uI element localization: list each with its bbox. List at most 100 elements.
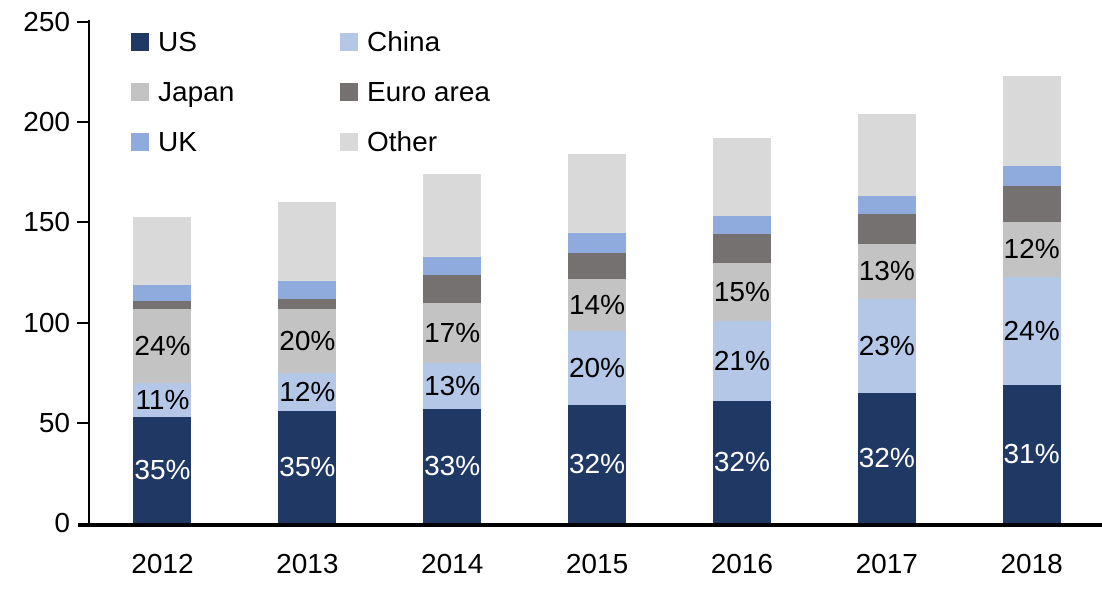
bar-label-japan: 15%: [713, 275, 770, 307]
y-axis-tick: [77, 221, 89, 224]
bar-segment-us: 35%: [278, 410, 337, 523]
y-axis-tick: [77, 321, 89, 324]
bar-segment-euro-area: [133, 300, 192, 309]
legend-swatch-euro-area: [340, 83, 358, 101]
bar-slot-2014: 33% 13% 17%: [380, 174, 525, 523]
y-axis-line: [88, 20, 90, 527]
x-axis-label: 2014: [421, 548, 484, 579]
legend: US China Japan Euro area UK Other: [131, 17, 490, 167]
y-axis-label: 150: [23, 206, 70, 238]
bar-segment-uk: [712, 216, 771, 235]
bar-label-china: 11%: [135, 383, 190, 415]
legend-item-uk: UK: [131, 117, 340, 167]
bar-label-japan: 14%: [568, 288, 626, 320]
legend-label-us: US: [158, 26, 197, 57]
legend-swatch-china: [340, 33, 358, 51]
legend-item-euro-area: Euro area: [340, 67, 490, 117]
bar-label-us: 32%: [713, 445, 770, 477]
plot-area: 35% 11% 24% 35% 12% 20% 33% 13% 17% 32% 20% 14% 32% 2…: [90, 0, 1102, 523]
bar-segment-china: 11%: [133, 382, 192, 417]
bar-segment-uk: [568, 232, 626, 253]
bar-segment-other: [133, 216, 192, 285]
x-axis-label: 2013: [276, 548, 339, 579]
bar-label-japan: 13%: [858, 255, 915, 287]
bar-segment-us: 32%: [568, 404, 626, 523]
bar-segment-japan: 24%: [133, 308, 192, 383]
legend-label-euro-area: Euro area: [367, 76, 490, 107]
legend-label-china: China: [367, 26, 441, 57]
bar-slot-2016: 32% 21% 15%: [669, 138, 814, 523]
y-axis-label: 200: [23, 106, 70, 138]
bar-2013: 35% 12% 20%: [278, 202, 337, 523]
bar-segment-japan: 13%: [857, 244, 916, 299]
bar-label-japan: 24%: [134, 329, 191, 361]
bar-segment-other: [857, 114, 916, 197]
bar-label-us: 35%: [279, 450, 336, 482]
bar-slot-2017: 32% 23% 13%: [814, 114, 959, 523]
bar-label-japan: 12%: [1003, 233, 1060, 265]
bar-2015: 32% 20% 14%: [568, 154, 626, 523]
bar-2014: 33% 13% 17%: [423, 174, 482, 523]
bar-segment-euro-area: [278, 298, 337, 309]
bar-segment-china: 12%: [278, 372, 337, 411]
x-axis-label: 2012: [131, 548, 194, 579]
bar-label-us: 32%: [568, 447, 626, 479]
bar-segment-china: 21%: [712, 320, 771, 401]
bar-label-china: 24%: [1003, 314, 1060, 346]
bar-label-china: 23%: [858, 329, 915, 361]
bar-segment-euro-area: [712, 234, 771, 263]
bar-segment-other: [1002, 76, 1061, 167]
bar-segment-us: 35%: [133, 416, 192, 523]
bar-label-china: 12%: [279, 375, 336, 407]
y-axis-label: 50: [38, 406, 70, 438]
bar-segment-euro-area: [1002, 186, 1061, 223]
y-axis-label: 250: [23, 6, 70, 37]
x-axis-label: 2017: [855, 548, 918, 579]
legend-label-other: Other: [367, 126, 438, 157]
bar-segment-japan: 15%: [712, 262, 771, 321]
bar-segment-japan: 20%: [278, 308, 337, 373]
legend-item-other: Other: [340, 117, 490, 167]
x-axis-label: 2016: [710, 548, 774, 579]
bar-segment-uk: [1002, 166, 1061, 187]
x-axis-label: 2015: [565, 548, 629, 579]
bar-label-us: 33%: [424, 449, 481, 481]
bar-segment-japan: 17%: [423, 302, 482, 363]
legend-swatch-us: [131, 33, 149, 51]
bar-label-japan: 20%: [279, 324, 336, 356]
bar-slot-2013: 35% 12% 20%: [235, 202, 380, 523]
bar-segment-china: 20%: [568, 330, 626, 405]
bar-segment-other: [423, 174, 482, 257]
bar-label-china: 20%: [568, 351, 626, 383]
bar-segment-china: 23%: [857, 298, 916, 393]
bar-segment-other: [278, 202, 337, 281]
y-axis-label: 100: [23, 306, 70, 338]
bar-label-china: 13%: [424, 369, 481, 401]
y-axis-tick: [77, 21, 89, 23]
x-axis-line: [78, 523, 1102, 527]
y-axis-label: 0: [54, 507, 70, 538]
bar-slot-2015: 32% 20% 14%: [525, 154, 670, 523]
bar-label-us: 32%: [858, 441, 915, 473]
bar-segment-other: [712, 138, 771, 217]
bar-segment-euro-area: [568, 252, 626, 279]
bar-segment-other: [568, 154, 626, 233]
bar-segment-japan: 14%: [568, 278, 626, 331]
bar-2017: 32% 23% 13%: [857, 114, 916, 523]
bar-segment-us: 32%: [857, 392, 916, 523]
x-axis-label: 2018: [1000, 548, 1063, 579]
bar-slot-2018: 31% 24% 12%: [959, 76, 1102, 523]
bar-slot-2012: 35% 11% 24%: [90, 216, 235, 523]
legend-swatch-japan: [131, 83, 149, 101]
legend-item-us: US: [131, 17, 340, 67]
bar-label-us: 35%: [134, 453, 191, 485]
bar-segment-china: 24%: [1002, 276, 1061, 385]
legend-swatch-other: [340, 133, 358, 151]
bar-segment-japan: 12%: [1002, 222, 1061, 277]
y-axis-tick: [77, 121, 89, 124]
bar-segment-uk: [857, 196, 916, 215]
bar-segment-us: 31%: [1002, 384, 1061, 523]
bar-segment-uk: [423, 256, 482, 275]
bar-segment-uk: [133, 284, 192, 301]
